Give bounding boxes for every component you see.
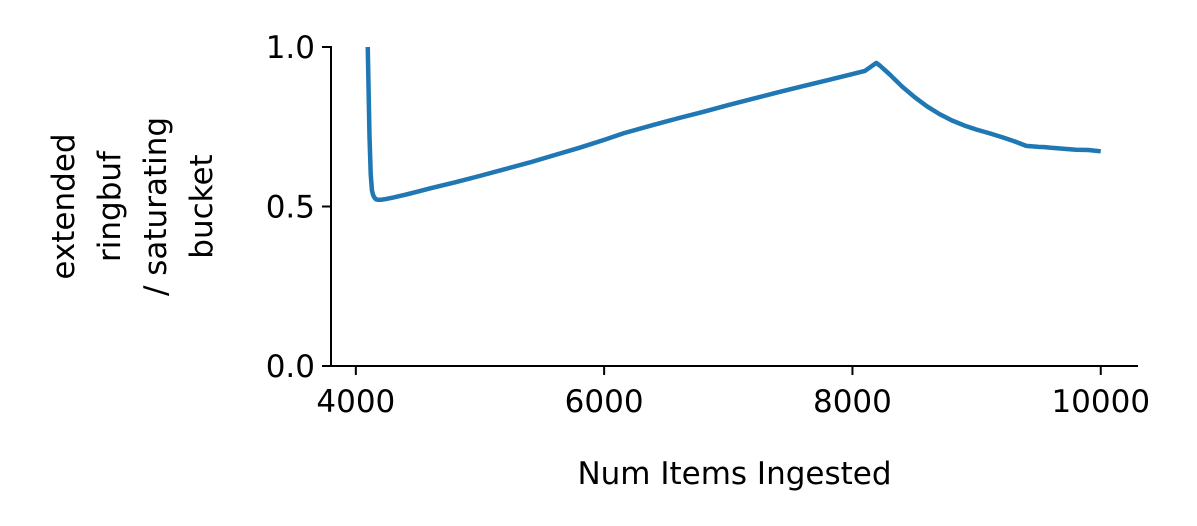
y-tick-label: 1.0 [266,30,315,66]
y-axis-title-line: ringbuf [92,150,128,262]
y-tick-label: 0.5 [266,190,315,226]
x-tick-label: 4000 [316,384,395,420]
series-line [365,46,1101,203]
plot-area [365,46,1101,203]
y-axis-ticks: 0.0 0.5 1.0 [266,30,331,385]
x-axis-title: Num Items Ingested [577,456,891,492]
x-tick-label: 10000 [1051,384,1150,420]
x-tick-label: 6000 [565,384,644,420]
x-axis-ticks: 4000 6000 8000 10000 [316,366,1150,420]
y-axis-title-line: extended [46,133,82,279]
y-tick-label: 0.0 [266,349,315,385]
y-axis-title-line: bucket [184,154,220,258]
x-tick-label: 8000 [813,384,892,420]
y-axis-title-line: / saturating [138,117,174,296]
y-axis-title: extended ringbuf / saturating bucket [46,117,220,296]
